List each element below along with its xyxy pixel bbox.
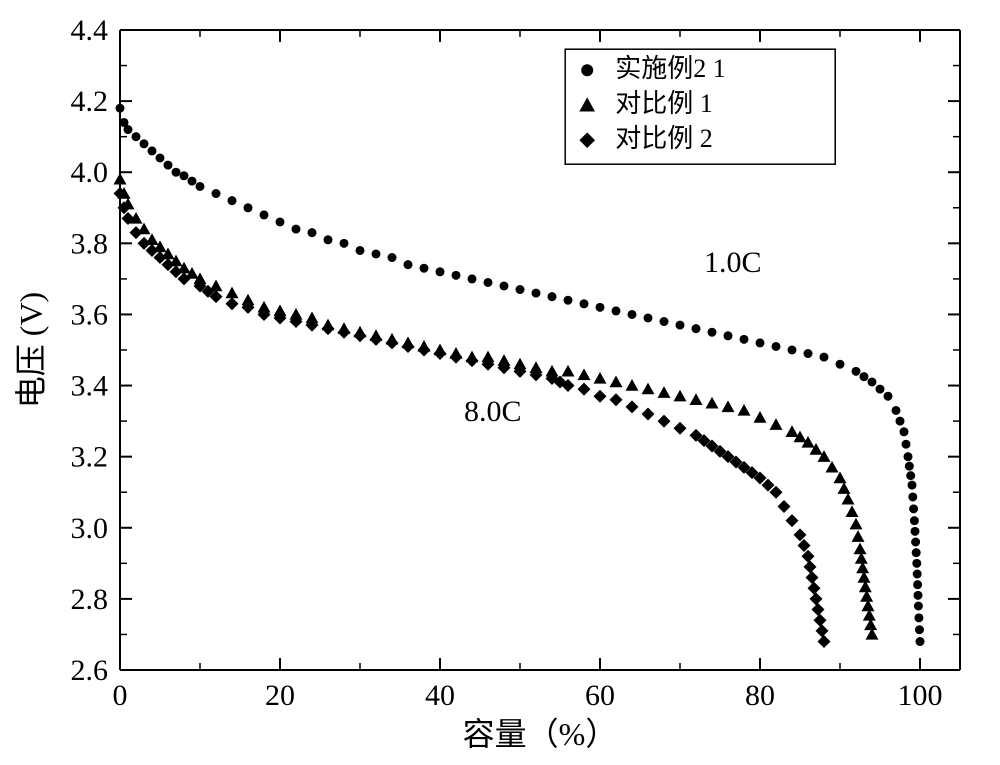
legend-label-1: 对比例 1 [615, 89, 713, 118]
annotation-1: 8.0C [464, 395, 522, 428]
x-tick-label: 60 [585, 679, 615, 712]
y-tick-label: 3.2 [71, 441, 109, 474]
y-tick-label: 3.8 [71, 227, 109, 260]
x-tick-label: 40 [425, 679, 455, 712]
y-tick-label: 4.0 [71, 156, 109, 189]
x-tick-label: 0 [113, 679, 128, 712]
x-tick-label: 100 [898, 679, 943, 712]
annotation-0: 1.0C [704, 246, 762, 279]
x-tick-label: 20 [265, 679, 295, 712]
legend-label-0: 实施例2 1 [615, 54, 726, 83]
legend: 实施例2 1 对比例 1 对比例 2 [565, 49, 835, 164]
x-axis-title: 容量（%） [463, 716, 618, 752]
x-tick-label: 80 [745, 679, 775, 712]
y-tick-label: 3.4 [71, 370, 109, 403]
y-axis-title: 电压 (V) [13, 292, 49, 408]
y-tick-label: 2.6 [71, 654, 109, 687]
y-tick-label: 4.4 [71, 14, 109, 47]
y-tick-label: 3.6 [71, 298, 109, 331]
discharge-curve-chart: 0 20 40 60 80 100 容量（%） 2.6 2.8 3.0 3.2 3.4 3.6 3.8 4.… [0, 0, 1000, 765]
legend-label-2: 对比例 2 [615, 124, 713, 153]
y-tick-label: 2.8 [71, 583, 109, 616]
y-tick-label: 4.2 [71, 85, 109, 118]
y-tick-label: 3.0 [71, 512, 109, 545]
